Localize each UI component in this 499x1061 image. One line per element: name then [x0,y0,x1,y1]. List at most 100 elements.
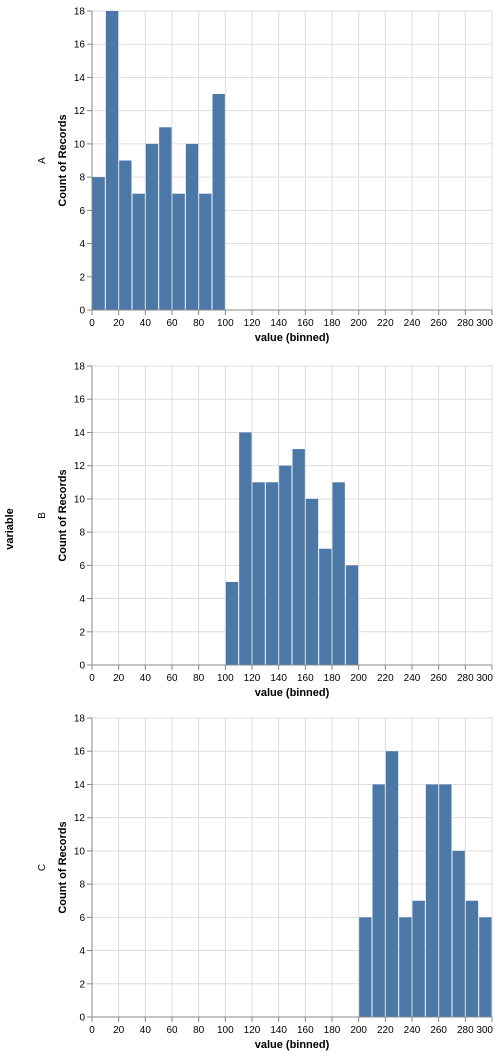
x-tick-label: 80 [193,673,205,684]
x-tick-label: 280 [457,673,474,684]
y-tick-label: 8 [79,880,85,891]
histogram-bar [119,160,132,310]
x-tick-label: 100 [217,1025,234,1036]
x-axis-title: value (binned) [255,687,330,699]
x-tick-label: 140 [270,673,287,684]
x-tick-label: 120 [244,318,261,329]
x-tick-label: 140 [270,1025,287,1036]
histogram-bar [172,193,185,310]
y-tick-label: 10 [74,494,86,505]
y-tick-label: 14 [74,73,86,84]
x-tick-label: 100 [217,673,234,684]
y-axis-title: Count of Records [57,821,69,913]
x-tick-label: 0 [89,318,95,329]
y-tick-label: 18 [74,362,86,373]
x-tick-label: 220 [377,318,394,329]
histogram-bar [332,482,345,665]
x-tick-label: 80 [193,1025,205,1036]
x-tick-label: 60 [166,673,178,684]
histogram-bar [252,482,265,665]
histogram-bar [479,917,492,1017]
x-tick-label: 40 [140,673,152,684]
y-tick-label: 16 [74,395,86,406]
histogram-bar [105,11,119,310]
x-tick-label: 20 [113,1025,125,1036]
x-tick-label: 60 [166,1025,178,1036]
histogram-bar [185,143,199,310]
y-tick-label: 6 [79,206,85,217]
y-tick-label: 0 [79,1013,85,1024]
histogram-bar [399,917,412,1017]
x-tick-label: 0 [89,1025,95,1036]
x-tick-label: 300 [476,318,493,329]
y-tick-label: 12 [74,813,86,824]
x-tick-label: 160 [297,318,314,329]
histogram-bar [305,498,319,665]
y-tick-label: 2 [79,627,85,638]
y-tick-label: 8 [79,173,85,184]
x-tick-label: 280 [457,318,474,329]
x-tick-label: 80 [193,318,205,329]
facet-title: variable [4,508,16,550]
y-axis-title: Count of Records [57,114,69,206]
y-tick-label: 0 [79,306,85,317]
facet-row-label: C [37,864,48,871]
x-tick-label: 200 [350,1025,367,1036]
y-tick-label: 8 [79,528,85,539]
y-tick-label: 10 [74,846,86,857]
y-tick-label: 18 [74,714,86,725]
histogram-bar [292,449,305,665]
histogram-bar [159,127,172,311]
x-tick-label: 240 [404,673,421,684]
histogram-bar [212,94,225,310]
histogram-bar [319,548,332,665]
x-tick-label: 280 [457,1025,474,1036]
x-tick-label: 160 [297,1025,314,1036]
x-tick-label: 60 [166,318,178,329]
x-tick-label: 300 [476,673,493,684]
histogram-bar [439,784,452,1017]
y-tick-label: 0 [79,661,85,672]
x-tick-label: 220 [377,1025,394,1036]
x-tick-label: 20 [113,673,125,684]
y-tick-label: 18 [74,7,86,18]
x-tick-label: 220 [377,673,394,684]
y-axis-title: Count of Records [57,469,69,561]
x-tick-label: 300 [476,1025,493,1036]
y-tick-label: 14 [74,780,86,791]
x-tick-label: 260 [430,1025,447,1036]
histogram-bar [265,482,279,665]
histogram-bar [359,917,372,1017]
y-tick-label: 6 [79,913,85,924]
histogram-bar [225,581,239,665]
histogram-bar [425,784,439,1017]
histogram-bar [92,177,105,310]
x-axis-title: value (binned) [255,1039,330,1051]
y-tick-label: 4 [79,946,85,957]
x-tick-label: 180 [324,673,341,684]
histogram-bar [452,850,465,1017]
y-tick-label: 4 [79,594,85,605]
x-tick-label: 240 [404,1025,421,1036]
x-tick-label: 240 [404,318,421,329]
y-tick-label: 12 [74,461,86,472]
x-tick-label: 100 [217,318,234,329]
histogram-bar [145,143,159,310]
histogram-bar [412,900,425,1017]
x-tick-label: 200 [350,318,367,329]
histogram-bar [385,751,399,1017]
facet-row-label: A [37,157,48,164]
x-tick-label: 180 [324,1025,341,1036]
x-tick-label: 120 [244,1025,261,1036]
histogram-bar [465,900,479,1017]
histogram-bar [279,465,292,665]
x-tick-label: 0 [89,673,95,684]
x-tick-label: 40 [140,1025,152,1036]
histogram-bar [239,432,252,665]
histogram-bar [372,784,385,1017]
x-tick-label: 260 [430,318,447,329]
y-tick-label: 16 [74,747,86,758]
y-tick-label: 12 [74,106,86,117]
histogram-bar [199,193,212,310]
